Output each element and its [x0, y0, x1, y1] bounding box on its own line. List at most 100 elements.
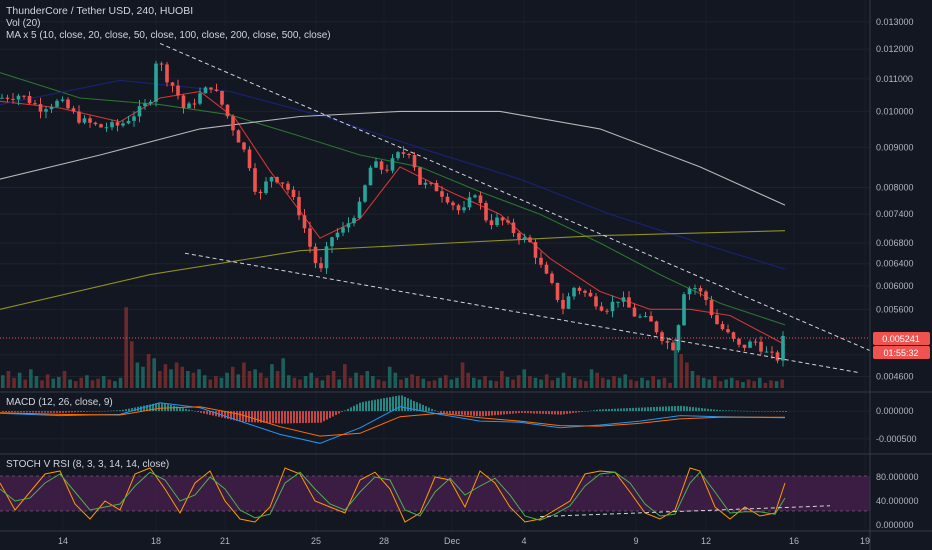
macd-histogram-bar — [395, 396, 397, 412]
candle-body — [231, 116, 235, 131]
volume-bar — [763, 382, 768, 388]
volume-bar — [623, 374, 627, 388]
macd-histogram-bar — [215, 411, 217, 417]
volume-bar — [673, 341, 678, 388]
macd-histogram-bar — [635, 407, 637, 412]
volume-bar — [533, 377, 538, 388]
time-tick-label: 18 — [151, 536, 161, 546]
volume-bar — [651, 376, 656, 388]
symbol-title[interactable]: ThunderCore / Tether USD, 240, HUOBI — [6, 5, 194, 17]
candle-body — [236, 130, 241, 143]
candle-body — [319, 263, 323, 269]
price-tick-label: 0.006000 — [876, 281, 914, 291]
volume-bar — [68, 379, 72, 388]
candle-body — [764, 351, 769, 353]
volume-bar — [101, 376, 106, 388]
volume-bar — [528, 376, 532, 388]
candle-body — [77, 111, 81, 123]
volume-bar — [57, 376, 61, 388]
volume-bar — [186, 371, 190, 388]
macd-histogram-bar — [392, 396, 394, 412]
macd-histogram-bar — [494, 411, 496, 416]
time-tick-label: 21 — [220, 536, 230, 546]
macd-histogram-bar — [542, 411, 544, 414]
volume-bar — [275, 371, 280, 388]
candle-body — [302, 215, 307, 229]
volume-bar — [107, 379, 112, 388]
macd-histogram-bar — [224, 411, 226, 419]
volume-bar — [556, 377, 560, 388]
macd-histogram-bar — [431, 408, 433, 412]
candle-body — [539, 257, 543, 265]
volume-bar — [34, 376, 39, 388]
volume-bar — [135, 362, 140, 388]
macd-histogram-bar — [764, 411, 766, 412]
volume-bar — [264, 377, 269, 388]
volume-bar — [707, 379, 712, 388]
candle-body — [209, 87, 213, 90]
macd-histogram-bar — [755, 411, 757, 412]
candle-body — [528, 237, 532, 243]
volume-bar — [662, 377, 667, 388]
macd-histogram-bar — [5, 411, 7, 413]
candle-body — [121, 123, 125, 126]
candle-body — [566, 296, 571, 309]
macd-histogram-bar — [689, 406, 691, 412]
price-pane[interactable] — [0, 0, 881, 531]
candle-body — [748, 341, 752, 348]
candle-body — [352, 218, 356, 224]
candle-body — [368, 167, 373, 186]
macd-histogram-bar — [29, 411, 31, 413]
macd-histogram-bar — [512, 411, 514, 414]
stoch-pane[interactable] — [0, 467, 870, 523]
macd-histogram-bar — [362, 401, 364, 412]
volume-bar — [315, 377, 319, 388]
volume-bar — [230, 366, 235, 388]
candle-body — [137, 106, 142, 117]
macd-histogram-bar — [113, 410, 115, 412]
candle-body — [22, 95, 26, 97]
macd-histogram-bar — [233, 411, 235, 421]
macd-histogram-bar — [275, 411, 277, 424]
macd-histogram-bar — [695, 407, 697, 412]
candle-body — [572, 287, 576, 297]
volume-bar — [286, 375, 291, 388]
volume-bar — [460, 362, 465, 388]
macd-legend[interactable]: MACD (12, 26, close, 9) — [6, 397, 113, 408]
volume-bar — [45, 374, 50, 388]
price-tick-label: 0.007400 — [876, 209, 914, 219]
volume-bar — [247, 371, 252, 388]
macd-histogram-bar — [584, 411, 586, 412]
macd-histogram-bar — [707, 408, 709, 412]
macd-pane[interactable] — [0, 395, 787, 444]
candle-body — [517, 233, 521, 239]
volume-legend[interactable]: Vol (20) — [6, 18, 41, 29]
time-tick-label: 16 — [789, 536, 799, 546]
volume-bar — [774, 381, 779, 388]
macd-histogram-bar — [515, 411, 517, 414]
macd-histogram-bar — [266, 411, 268, 423]
candle-body — [66, 99, 70, 109]
candle-body — [115, 122, 120, 126]
volume-bar — [163, 364, 168, 388]
candle-body — [456, 205, 461, 211]
macd-histogram-bar — [335, 411, 337, 415]
macd-histogram-bar — [599, 409, 601, 412]
macd-histogram-bar — [752, 411, 754, 412]
volume-bar — [371, 376, 375, 388]
candle-body — [187, 103, 191, 109]
stoch-legend[interactable]: STOCH V RSI (8, 3, 3, 14, 14, close) — [6, 459, 170, 470]
volume-bar — [191, 372, 196, 388]
macd-histogram-bar — [548, 411, 550, 415]
macd-histogram-bar — [59, 411, 61, 413]
candle-body — [181, 95, 186, 109]
candle-body — [577, 287, 582, 291]
time-axis[interactable]: 14 18 21 25 28 Dec 4 9 12 16 19 — [58, 536, 870, 546]
price-axis[interactable]: 0.013000 0.012000 0.011000 0.010000 0.009000… — [876, 17, 919, 530]
candle-body — [742, 344, 747, 348]
candle-body — [407, 153, 411, 156]
macd-histogram-bar — [686, 406, 688, 412]
ma-legend[interactable]: MA x 5 (10, close, 20, close, 50, close,… — [6, 30, 331, 41]
macd-histogram-bar — [146, 405, 148, 412]
